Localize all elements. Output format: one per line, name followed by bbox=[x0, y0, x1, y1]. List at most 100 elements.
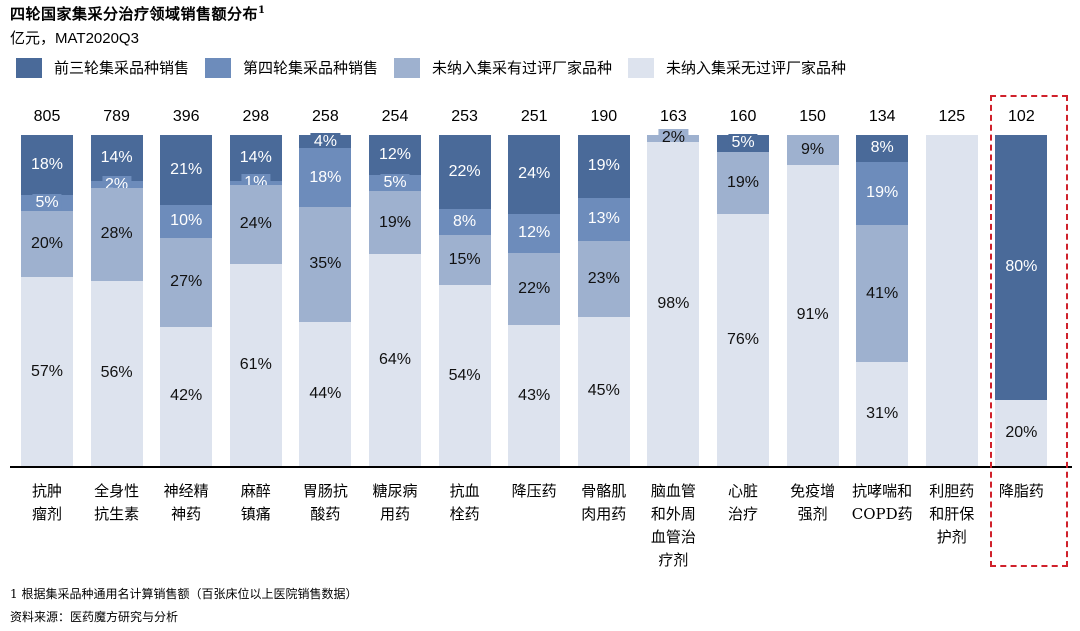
legend-item-1: 前三轮集采品种销售 bbox=[16, 57, 189, 78]
legend-swatch-icon bbox=[394, 57, 421, 78]
bar-segment-series-4: 91% bbox=[786, 164, 839, 466]
bar-segment-series-4: 64% bbox=[369, 254, 421, 466]
x-category-label: 免疫增 强剂 bbox=[790, 482, 836, 523]
segment-value-label: 19% bbox=[378, 213, 412, 231]
stacked-bar: 4% 18% 35% 44% bbox=[299, 132, 352, 466]
segment-value-label: 44% bbox=[309, 384, 342, 402]
bar-total-label: 253 bbox=[451, 108, 478, 125]
subtitle-unit: 亿元， bbox=[10, 29, 56, 47]
bar-segment-series-3: 9% bbox=[786, 135, 839, 165]
bar-segment-series-1: 4% bbox=[299, 132, 352, 151]
bar-segment-series-2: 10% bbox=[160, 204, 213, 238]
bar-segment-series-1: 80% bbox=[995, 135, 1048, 400]
bar-segment-series-1: 24% bbox=[508, 135, 561, 214]
segment-value-label: 19% bbox=[866, 184, 899, 202]
segment-value-label: 8% bbox=[453, 212, 477, 230]
segment-value-label: 64% bbox=[378, 351, 412, 369]
bar-segment-series-4: 20% bbox=[995, 399, 1048, 466]
segment-value-label: 98% bbox=[657, 294, 690, 312]
segment-value-label: 57% bbox=[30, 362, 64, 380]
legend-swatch-icon bbox=[628, 57, 655, 78]
segment-value-label: 28% bbox=[100, 225, 133, 243]
bar-segment-series-4: 98% bbox=[647, 141, 700, 466]
x-category-label: 神经精 神药 bbox=[163, 482, 209, 523]
x-category-label: 糖尿病 用药 bbox=[372, 482, 418, 523]
legend-swatch-icon bbox=[205, 57, 232, 78]
bar-segment-series-3: 15% bbox=[438, 235, 491, 286]
segment-value-label: 56% bbox=[100, 364, 133, 382]
segment-value-label: 14% bbox=[239, 149, 272, 167]
x-category-label: 抗肿 瘤剂 bbox=[31, 482, 62, 523]
bar-segment-series-2: 5% bbox=[369, 173, 421, 192]
highlight-box-lipid bbox=[990, 95, 1068, 567]
stacked-bar: 9% 91% bbox=[786, 135, 839, 466]
bar-segment-series-3: 24% bbox=[229, 184, 282, 265]
segment-value-label: 80% bbox=[1005, 258, 1038, 276]
x-axis-line bbox=[10, 466, 1072, 468]
segment-value-label: 19% bbox=[726, 173, 760, 191]
bar-total-label: 160 bbox=[729, 108, 757, 125]
segment-value-label: 54% bbox=[448, 366, 481, 384]
segment-value-label: 18% bbox=[309, 168, 342, 186]
stacked-bar: 2% 98% bbox=[647, 129, 700, 466]
bar-segment-series-2: 13% bbox=[577, 197, 630, 241]
bar-segment-series-2: 19% bbox=[856, 161, 909, 226]
segment-value-label: 9% bbox=[801, 140, 825, 158]
segment-value-label: 13% bbox=[587, 210, 620, 228]
bar-segment-series-3: 35% bbox=[299, 207, 352, 322]
segment-value-label: 24% bbox=[239, 215, 272, 233]
bar-segment-series-4: 44% bbox=[299, 321, 352, 466]
bar-segment-series-4: 45% bbox=[577, 317, 630, 466]
segment-value-label: 35% bbox=[309, 255, 342, 273]
bar-segment-series-1: 12% bbox=[369, 135, 421, 175]
footnote: 1 根据集采品种通用名计算销售额（百张床位以上医院销售数据） bbox=[10, 587, 358, 601]
bar-total-label: 254 bbox=[381, 108, 409, 125]
bar-total-label: 251 bbox=[520, 108, 548, 125]
segment-value-label: 5% bbox=[380, 173, 410, 192]
bar-segment-series-2: 5% bbox=[21, 193, 73, 212]
subtitle-period: MAT2020Q3 bbox=[55, 30, 139, 47]
bar-segment-series-1: 14% bbox=[90, 135, 143, 182]
bar-segment-series-3: 23% bbox=[577, 240, 630, 318]
x-category-label: 全身性 抗生素 bbox=[94, 482, 140, 523]
chart-title: 四轮国家集采分治疗领域销售额分布1 bbox=[10, 3, 265, 24]
chart-subtitle: 亿元，MAT2020Q3 bbox=[10, 27, 139, 48]
x-category-label: 降压药 bbox=[511, 482, 557, 500]
x-category-label: 抗血 栓药 bbox=[449, 482, 480, 523]
bar-segment-series-4: 54% bbox=[438, 285, 491, 466]
segment-value-label: 14% bbox=[100, 149, 133, 167]
bar-total-label: 190 bbox=[590, 108, 618, 125]
segment-value-label: 23% bbox=[587, 269, 620, 287]
segment-value-label: 45% bbox=[587, 382, 620, 400]
bar-total-label: 396 bbox=[172, 108, 200, 125]
bar-segment-series-2: 8% bbox=[438, 208, 491, 236]
legend-label: 前三轮集采品种销售 bbox=[54, 59, 190, 77]
segment-value-label: 20% bbox=[30, 235, 64, 253]
segment-value-label: 5% bbox=[728, 134, 758, 153]
segment-value-label: 8% bbox=[870, 139, 894, 157]
segment-value-label: 12% bbox=[378, 145, 412, 163]
x-category-label: 利胆药 和肝保 护剂 bbox=[929, 482, 975, 546]
segment-value-label: 22% bbox=[448, 162, 481, 180]
bar-total-label: 102 bbox=[1008, 108, 1035, 125]
bar-segment-series-3: 41% bbox=[856, 225, 909, 363]
bar-segment-series-4: 42% bbox=[160, 326, 213, 466]
bar-total-label: 805 bbox=[33, 108, 61, 125]
bar-segment-series-3: 22% bbox=[508, 252, 561, 326]
stacked-bar: 80% 20% bbox=[995, 135, 1048, 466]
bar-segment-series-4 bbox=[925, 135, 978, 466]
source-note: 资料来源：医药魔方研究与分析 bbox=[10, 610, 179, 624]
x-category-label: 降脂药 bbox=[998, 482, 1044, 500]
legend: 前三轮集采品种销售 第四轮集采品种销售 未纳入集采有过评厂家品种 未纳入集采无过评厂家… bbox=[16, 57, 862, 78]
bar-segment-series-1: 8% bbox=[856, 135, 909, 162]
bar-segment-series-4: 31% bbox=[856, 362, 909, 466]
bar-segment-series-4: 61% bbox=[229, 264, 282, 466]
segment-value-label: 19% bbox=[587, 157, 620, 175]
legend-swatch-icon bbox=[16, 57, 42, 78]
segment-value-label: 5% bbox=[32, 193, 62, 212]
bar-total-label: 789 bbox=[103, 108, 130, 125]
bar-segment-series-3: 19% bbox=[717, 151, 769, 215]
segment-value-label: 41% bbox=[866, 284, 899, 302]
segment-value-label: 22% bbox=[518, 280, 551, 297]
bar-segment-series-3: 2% bbox=[647, 129, 700, 148]
